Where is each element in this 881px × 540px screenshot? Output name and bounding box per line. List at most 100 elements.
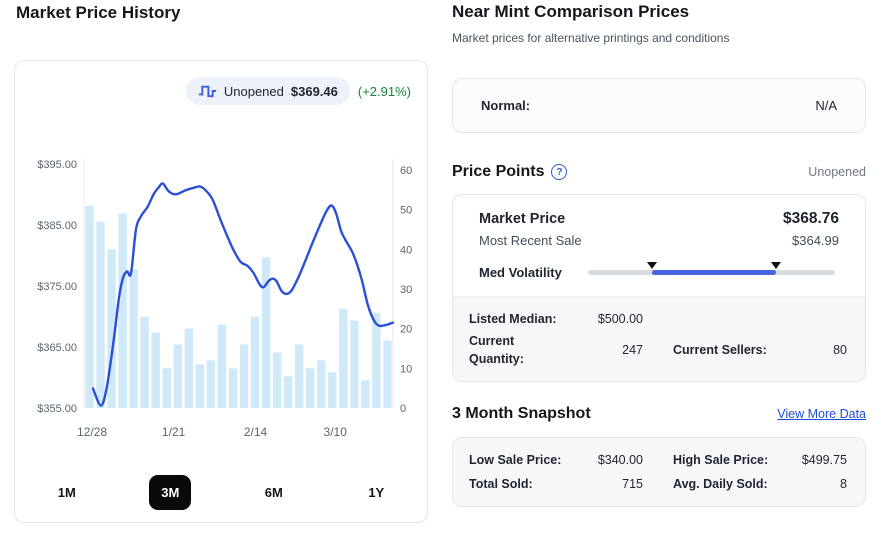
x-axis-date-label: 12/28 (77, 425, 107, 439)
price-points-summary: Market Price $368.76 Most Recent Sale $3… (453, 195, 865, 296)
range-button-1y[interactable]: 1Y (356, 475, 396, 510)
price-points-header: Price Points ? Unopened (452, 163, 866, 181)
low-sale-price-value: $340.00 (597, 453, 643, 468)
high-sale-price-cell: High Sale Price: $499.75 (673, 451, 847, 469)
volatility-row: Med Volatility (479, 262, 839, 280)
pulse-wave-icon (198, 85, 217, 98)
volume-bar (306, 368, 315, 408)
legend-series-chip[interactable]: Unopened $369.46 (185, 77, 350, 105)
volume-bar (372, 312, 381, 408)
snapshot-header: 3 Month Snapshot View More Data (452, 405, 866, 423)
range-button-1m[interactable]: 1M (46, 475, 88, 510)
low-sale-price-label: Low Sale Price: (469, 453, 562, 468)
volume-bar (173, 344, 182, 408)
volume-axis-tick: 60 (400, 165, 412, 177)
avg-daily-sold-label: Avg. Daily Sold: (673, 476, 768, 491)
avg-daily-sold-value: 8 (840, 476, 847, 491)
market-price-history-title: Market Price History (16, 3, 181, 22)
snapshot-card: Low Sale Price: $340.00 High Sale Price:… (452, 437, 866, 507)
volume-bar (162, 368, 171, 408)
volume-bar (295, 344, 304, 408)
current-quantity-cell: Current Quantity: 247 (469, 332, 643, 368)
volume-bar (261, 257, 271, 408)
volume-bar (107, 249, 116, 408)
high-sale-price-value: $499.75 (801, 453, 847, 468)
listed-median-cell: Listed Median: $500.00 (469, 310, 643, 328)
price-axis-tick: $365.00 (37, 342, 77, 354)
legend-current-price: $369.46 (290, 83, 338, 99)
legend-series-label: Unopened (223, 83, 284, 99)
volume-bar (228, 368, 238, 408)
price-line (91, 182, 395, 407)
price-axis-tick: $395.00 (37, 159, 77, 171)
view-more-data-link[interactable]: View More Data (777, 407, 866, 422)
volatility-low-marker-icon (647, 262, 658, 269)
recent-sale-label: Most Recent Sale (479, 233, 582, 248)
volume-bar (96, 221, 105, 408)
volume-bar (217, 324, 227, 408)
time-range-selector: 1M 3M 6M 1Y (15, 475, 427, 510)
volume-axis-tick: 20 (400, 324, 412, 336)
comparison-row-normal[interactable]: Normal: N/A (453, 79, 865, 132)
price-axis-tick: $385.00 (37, 220, 77, 232)
volume-bar (283, 376, 293, 408)
volume-bar (272, 352, 282, 408)
spacer-cell (673, 310, 847, 328)
volatility-label: Med Volatility (479, 265, 562, 280)
chart-legend: Unopened $369.46 (+2.91%) (185, 77, 411, 105)
low-sale-price-cell: Low Sale Price: $340.00 (469, 451, 643, 469)
price-volume-chart[interactable]: $395.00 $385.00 $375.00 $365.00 $355.00 60 50 4… (15, 157, 429, 452)
volume-bar (339, 308, 348, 408)
market-price-value: $368.76 (782, 210, 839, 227)
snapshot-title: 3 Month Snapshot (452, 405, 591, 423)
volume-bar (250, 316, 260, 408)
volume-bar (140, 316, 149, 408)
current-quantity-value: 247 (622, 343, 643, 358)
volatility-high-marker-icon (770, 262, 781, 269)
comparison-subtitle: Market prices for alternative printings … (452, 31, 730, 45)
volume-bar (317, 360, 326, 408)
comparison-card: Normal: N/A (452, 78, 866, 133)
x-axis-date-label: 3/10 (324, 425, 348, 439)
volume-axis-tick: 40 (400, 244, 412, 256)
price-points-title: Price Points (452, 163, 545, 180)
x-axis-date-label: 1/21 (162, 425, 186, 439)
volume-bar (361, 380, 370, 408)
price-axis-tick: $355.00 (37, 403, 77, 415)
total-sold-label: Total Sold: (469, 476, 533, 491)
comparison-title: Near Mint Comparison Prices (452, 2, 690, 21)
volume-bar (184, 328, 193, 408)
x-axis-date-label: 2/14 (244, 425, 268, 439)
current-quantity-label: Current Quantity: (469, 334, 524, 367)
total-sold-cell: Total Sold: 715 (469, 475, 643, 493)
volume-bar (118, 213, 127, 408)
volume-axis-tick: 10 (400, 363, 412, 375)
listed-median-value: $500.00 (597, 312, 643, 327)
volume-bar (383, 340, 392, 408)
legend-change-percent: (+2.91%) (357, 83, 411, 99)
condition-label: Normal: (481, 98, 531, 113)
right-column: Near Mint Comparison Prices Market price… (452, 0, 866, 507)
avg-daily-sold-cell: Avg. Daily Sold: 8 (673, 475, 847, 493)
help-icon[interactable]: ? (551, 164, 568, 180)
range-button-6m[interactable]: 6M (253, 475, 295, 510)
price-points-card: Market Price $368.76 Most Recent Sale $3… (452, 194, 866, 383)
condition-price: N/A (815, 98, 837, 113)
high-sale-price-label: High Sale Price: (673, 453, 769, 468)
volume-axis-tick: 50 (400, 205, 412, 217)
current-sellers-cell: Current Sellers: 80 (673, 332, 847, 368)
volume-bar (195, 364, 205, 408)
volume-bar (85, 205, 94, 408)
volatility-range-fill (652, 270, 776, 275)
range-button-3m[interactable]: 3M (149, 475, 192, 510)
current-sellers-label: Current Sellers: (673, 343, 767, 358)
volume-bar (350, 320, 359, 408)
volume-bar (129, 269, 138, 408)
volume-axis-tick: 30 (400, 284, 412, 296)
price-axis-tick: $375.00 (37, 281, 77, 293)
current-sellers-value: 80 (833, 343, 847, 358)
total-sold-value: 715 (622, 476, 643, 491)
volume-bar (206, 360, 216, 408)
volume-bar (239, 344, 249, 408)
